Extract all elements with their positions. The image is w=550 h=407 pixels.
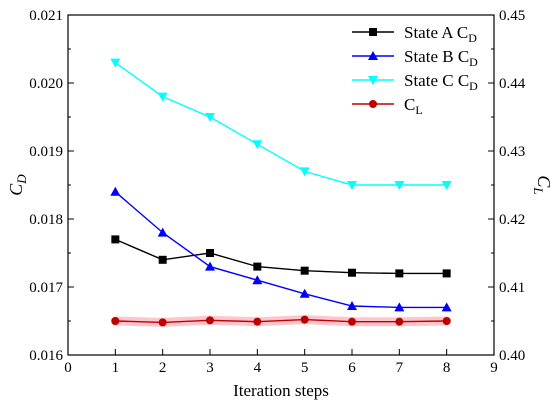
data-point [442,269,451,278]
legend-label: State A CD [404,23,477,45]
y-right-tick-label: 0.41 [499,280,525,296]
legend-label: CL [404,95,423,117]
legend-item: State C CD [352,71,478,93]
x-tick-label: 0 [64,360,72,376]
y-left-tick-label: 0.019 [29,144,63,160]
data-point [205,113,215,122]
x-tick-label: 3 [206,360,214,376]
legend-label-main: State B C [404,47,469,66]
data-point [157,227,168,237]
data-point [395,317,404,326]
data-point [253,317,262,326]
x-tick-label: 7 [396,360,404,376]
data-point [300,266,309,275]
data-point [205,261,215,271]
y-right-label-sub: L [531,186,546,194]
y-right-tick-label: 0.43 [499,144,525,160]
data-point [299,167,310,177]
legend-label-sub: D [469,55,478,69]
x-tick-label: 1 [112,360,120,376]
data-point [441,302,452,312]
data-point [253,262,262,271]
data-point [348,317,356,326]
y-right-tick-label: 0.42 [499,212,525,228]
x-tick-label: 9 [490,360,498,376]
y-right-tick-label: 0.40 [499,348,525,364]
y-right-label-main: C [534,175,550,188]
data-point [206,316,214,325]
data-point [111,235,120,244]
data-point [442,317,451,325]
x-tick-label: 6 [348,360,356,376]
y-left-tick-label: 0.020 [29,76,63,92]
series-line [115,318,447,324]
series-layer [110,58,452,327]
legend-label-main: State A C [404,23,468,42]
data-point [300,315,309,324]
series-1 [111,235,451,278]
y-left-tick-label: 0.021 [29,8,63,24]
y-left-tick-label: 0.018 [29,212,63,228]
legend-marker [369,100,377,108]
y-right-axis-label: CL [531,175,550,194]
series-line [115,238,447,275]
data-point [347,181,357,190]
data-point [157,92,168,102]
data-point [299,288,310,298]
data-point [111,317,120,325]
data-point [158,255,167,264]
x-tick-label: 8 [443,360,451,376]
data-point [395,269,404,278]
y-left-tick-label: 0.017 [29,280,63,296]
data-point [110,58,121,68]
data-point [347,301,357,311]
legend-marker [368,51,378,60]
legend-item: CL [352,95,423,117]
y-left-axis-label: CD [6,174,29,196]
data-point [394,302,405,312]
x-tick-label: 2 [159,360,167,376]
data-point [158,318,167,327]
data-point [441,181,452,190]
legend-label-sub: D [469,79,478,93]
legend-marker [369,28,377,36]
legend-label: State C CD [404,71,478,93]
y-left-label-sub: D [14,174,29,185]
y-right-tick-label: 0.45 [499,8,525,24]
legend-label-main: C [404,95,415,114]
data-point [348,268,356,277]
data-point [110,186,121,196]
data-point [394,181,405,190]
legend-label: State B CD [404,47,478,69]
legend-label-main: State C C [404,71,469,90]
series-2 [110,186,452,312]
legend-item: State A CD [352,23,477,45]
series-line [114,62,447,186]
legend-marker [368,76,378,85]
x-tick-label: 4 [254,360,262,376]
x-tick-label: 5 [301,360,309,376]
series-3 [110,58,452,190]
series-4 [111,315,451,327]
legend-label-sub: L [415,103,422,117]
legend-label-sub: D [468,31,477,45]
data-point [252,140,263,150]
y-left-label-main: C [6,183,26,196]
y-right-tick-label: 0.44 [499,76,526,92]
x-axis-label: Iteration steps [233,381,329,400]
legend-item: State B CD [352,47,478,69]
series-line [114,191,447,309]
axis-ticks: 0 1 2 3 4 5 6 7 8 9 0.016 0.017 0.018 0.019 0.020 0.021… [29,8,526,376]
data-point [252,275,263,285]
y-left-tick-label: 0.016 [29,348,63,364]
data-point [206,249,214,257]
